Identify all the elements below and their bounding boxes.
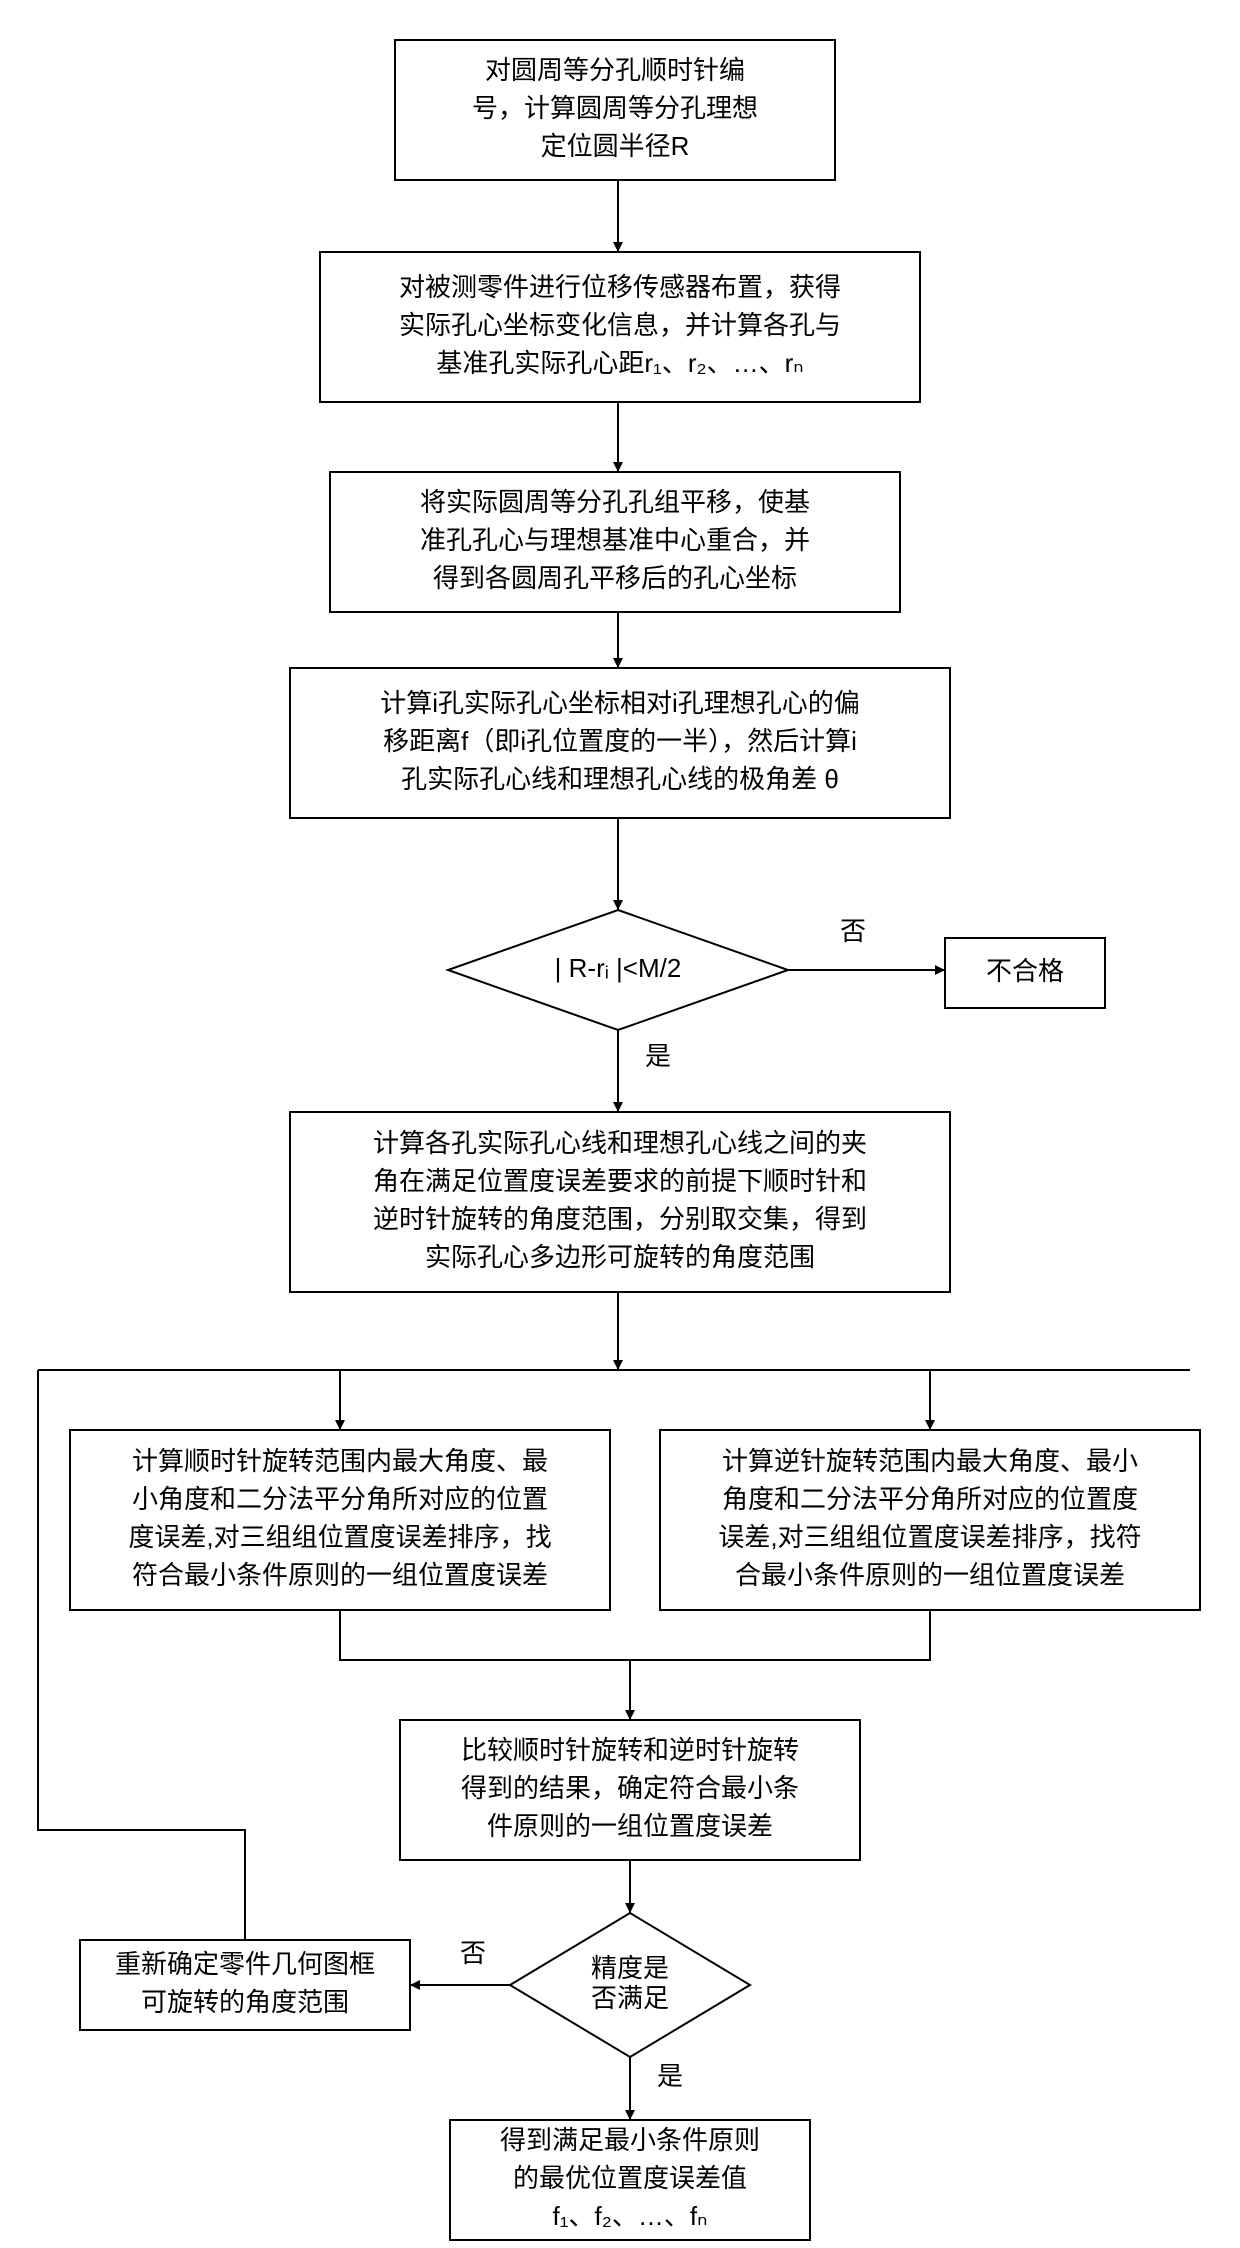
flow-text: 计算各孔实际孔心线和理想孔心线之间的夹 <box>373 1128 867 1158</box>
flow-text: 将实际圆周等分孔孔组平移，使基 <box>420 487 810 517</box>
flow-text: 得到满足最小条件原则 <box>500 2125 760 2155</box>
flow-text: 计算i孔实际孔心坐标相对i孔理想孔心的偏 <box>380 688 860 718</box>
flow-text: 精度是 <box>591 1953 669 1983</box>
flow-text: 比较顺时针旋转和逆时针旋转 <box>461 1735 799 1765</box>
flow-text: 小角度和二分法平分角所对应的位置 <box>132 1484 548 1514</box>
flow-edge-10 <box>340 1610 630 1720</box>
flow-text: 角在满足位置度误差要求的前提下顺时针和 <box>373 1166 867 1196</box>
flow-text: 否满足 <box>591 1983 669 2013</box>
flow-text: 可旋转的角度范围 <box>141 1987 349 2017</box>
flow-text: 合最小条件原则的一组位置度误差 <box>735 1560 1125 1590</box>
flow-text: 移距离f（即i孔位置度的一半），然后计算i <box>383 726 857 756</box>
flow-text: 定位圆半径R <box>541 131 690 161</box>
decision-label-no2: 否 <box>460 1938 486 1968</box>
flow-text: 计算顺时针旋转范围内最大角度、最 <box>132 1446 548 1476</box>
flow-text: 对被测零件进行位移传感器布置，获得 <box>399 272 841 302</box>
flow-text: 误差,对三组组位置度误差排序，找符 <box>718 1522 1141 1552</box>
flow-text: 实际孔心多边形可旋转的角度范围 <box>425 1242 815 1272</box>
flow-text: 件原则的一组位置度误差 <box>487 1811 773 1841</box>
flow-text: 准孔孔心与理想基准中心重合，并 <box>420 525 810 555</box>
decision-label-no1: 否 <box>840 916 866 946</box>
flow-text: 孔实际孔心线和理想孔心线的极角差 θ <box>401 764 839 794</box>
flow-text: 角度和二分法平分角所对应的位置度 <box>722 1484 1138 1514</box>
flow-text: 号，计算圆周等分孔理想 <box>472 93 758 123</box>
flow-text: 实际孔心坐标变化信息，并计算各孔与 <box>399 310 841 340</box>
flow-text: 逆时针旋转的角度范围，分别取交集，得到 <box>373 1204 867 1234</box>
flow-edge-11 <box>630 1610 930 1660</box>
flow-text: 重新确定零件几何图框 <box>115 1949 375 1979</box>
flow-text: 符合最小条件原则的一组位置度误差 <box>132 1560 548 1590</box>
flow-text: 基准孔实际孔心距r₁、r₂、…、rₙ <box>436 348 803 378</box>
flow-text: 度误差,对三组组位置度误差排序，找 <box>128 1522 551 1552</box>
decision-label-yes1: 是 <box>645 1041 671 1071</box>
flow-text: 不合格 <box>986 956 1064 986</box>
flow-text: f₁、f₂、…、fₙ <box>553 2201 708 2231</box>
flow-text: | R-rᵢ |<M/2 <box>555 953 682 983</box>
flow-text: 对圆周等分孔顺时针编 <box>485 55 745 85</box>
flow-text: 计算逆针旋转范围内最大角度、最小 <box>722 1446 1138 1476</box>
flow-text: 的最优位置度误差值 <box>513 2163 747 2193</box>
flow-text: 得到各圆周孔平移后的孔心坐标 <box>433 563 797 593</box>
flow-text: 得到的结果，确定符合最小条 <box>461 1773 799 1803</box>
decision-label-yes2: 是 <box>657 2061 683 2091</box>
